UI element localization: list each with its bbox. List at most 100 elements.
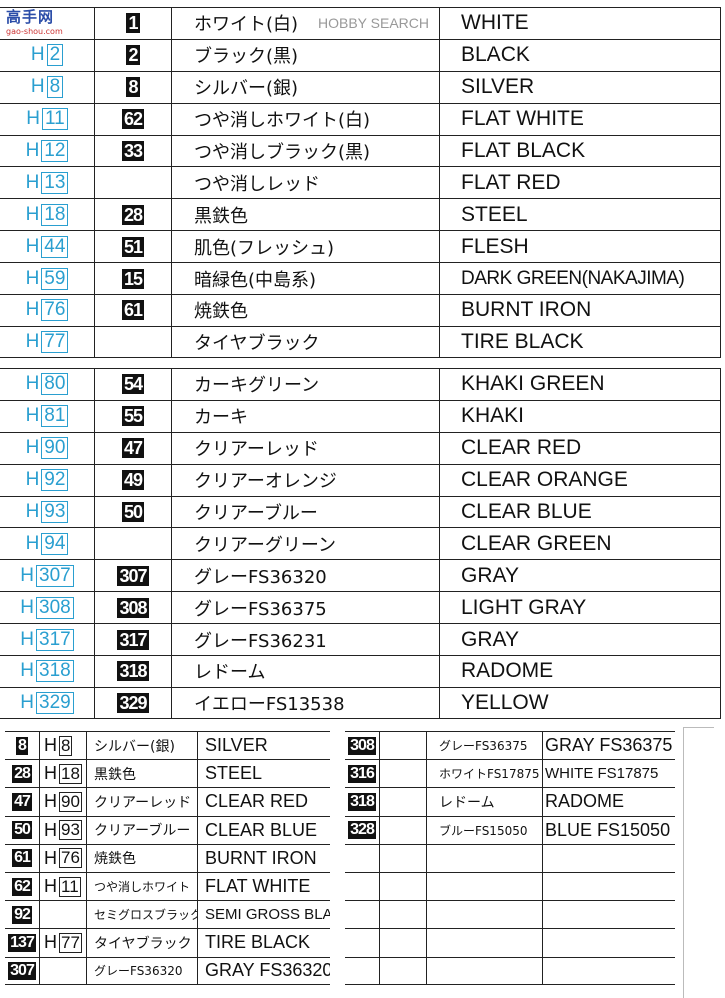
mr-color-code: 51 [95,231,172,263]
mr-color-code [95,167,172,199]
japanese-name: つや消しブラック(黒) [172,135,440,167]
hobby-code-number: 18 [41,203,69,226]
table-row: H 76 61 焼鉄色 BURNT IRON [0,294,720,326]
english-name: RADOME [545,791,625,812]
table-row: 307 グレーFS36320 GRAY FS36320 [5,956,330,985]
japanese-name [432,901,543,929]
hobby-code-number: 11 [59,876,81,897]
japanese-name [432,957,543,984]
h-prefix: H [44,735,57,756]
japanese-name: グレーFS36320 [172,560,440,592]
h-prefix: H [25,140,40,161]
mr-code-badge: 61 [12,849,32,868]
hobby-code-number: 13 [41,171,69,194]
bottom-left-table: 8 H 8 シルバー(銀) SILVER 28 H 18 黒鉄色 STEEL 47 H 90 クリアーレッ… [5,731,330,985]
table-row: H 11 62 つや消しホワイト(白) FLAT WHITE [0,102,720,135]
japanese-name: ブルーFS15050 [432,816,543,844]
japanese-name: カーキ [172,400,440,432]
h-prefix: H [44,791,57,812]
japanese-name: 黒鉄色 [87,760,198,788]
table-row: H 77 タイヤブラック TIRE BLACK [0,325,720,358]
hobby-code-number: 317 [36,628,74,651]
hobby-color-code: H 90 [0,432,95,464]
table-row: H 59 15 暗緑色(中島系) DARK GREEN(NAKAJIMA) [0,262,720,295]
h-prefix: H [25,405,40,427]
hobby-color-code: H 318 [0,656,95,687]
table-row: H 8 8 シルバー(銀) SILVER [0,70,720,103]
table-row: H 308 308 グレーFS36375 LIGHT GRAY [0,591,720,624]
table-row: H 12 33 つや消しブラック(黒) FLAT BLACK [0,134,720,167]
hobby-code-number: 80 [41,373,69,396]
japanese-name: 肌色(フレッシュ) [172,231,440,263]
japanese-name: 暗緑色(中島系) [172,263,440,295]
mr-color-code [345,957,380,984]
mr-code-badge: 55 [121,406,145,427]
bottom-right-table: 308 グレーFS36375 GRAY FS36375 316 ホワイトFS17875 W… [345,731,675,985]
hobby-code-number: 12 [41,140,69,162]
japanese-name: つや消しホワイト [87,872,198,901]
mr-code-badge: 328 [348,821,376,840]
japanese-name: クリアーオレンジ [172,464,440,496]
table-row: H 80 54 カーキグリーン KHAKI GREEN [0,368,720,400]
japanese-name: シルバー(銀) [172,71,440,103]
english-name: GRAY FS36375 [545,735,673,756]
mr-code-badge: 33 [121,141,145,161]
table-row [345,871,675,901]
mr-color-code: 329 [95,687,172,718]
english-name: CLEAR GREEN [461,531,612,555]
japanese-name: レドーム [432,788,543,816]
hobby-color-code: H 90 [40,788,87,816]
japanese-name: クリアーレッド [172,432,440,464]
japanese-name: グレーFS36320 [87,957,198,984]
hobby-code-number: 90 [41,437,69,460]
japanese-name: つや消しレッド [172,167,440,199]
hobby-code-number: 318 [36,660,74,683]
mr-color-code [345,872,380,901]
mr-code-badge: 318 [348,792,376,811]
mr-code-badge: 316 [348,764,376,783]
english-name: GRAY [461,563,519,587]
table-row: H 307 307 グレーFS36320 GRAY [0,559,720,592]
mr-color-code: 50 [95,496,172,528]
h-prefix: H [25,501,40,522]
hobby-code-number: 8 [59,735,73,756]
hobby-color-code [0,8,95,39]
mr-color-code: 92 [5,901,40,929]
english-name: STEEL [205,763,263,784]
english-name: KHAKI GREEN [461,372,605,396]
japanese-name: カーキグリーン [172,369,440,400]
english-name: TIRE BLACK [205,932,311,953]
hobby-color-code: H 11 [0,103,95,135]
english-name [538,845,675,872]
mr-code-badge: 50 [12,821,32,840]
english-name: CLEAR RED [205,791,309,812]
hobby-color-code: H 18 [40,760,87,788]
table-row: H 18 28 黒鉄色 STEEL [0,198,720,231]
hobby-code-number: 76 [59,848,82,869]
english-name: FLAT WHITE [461,107,584,131]
mr-color-code: 62 [95,103,172,135]
japanese-name: クリアーグリーン [172,528,440,560]
japanese-name: イエローFS13538 [172,687,440,718]
table-row [345,956,675,985]
mr-code-badge: 28 [121,204,145,225]
watermark-url: gao-shou.com [6,27,63,36]
japanese-name [432,929,543,957]
table-row: H 318 318 レドーム RADOME [0,655,720,687]
hobby-color-code: H 12 [0,135,95,167]
hobby-color-code: H 77 [0,326,95,357]
hobby-color-code [380,929,427,957]
table-row: 92 セミグロスブラック SEMI GROSS BLACK [5,900,330,929]
english-name: SILVER [205,735,268,756]
h-prefix: H [25,267,40,289]
mr-color-code: 1 [95,8,172,39]
mr-code-badge: 308 [348,736,376,755]
hobby-code-number: 329 [36,691,74,714]
mr-code-badge: 62 [121,109,145,130]
mr-color-code: 33 [95,135,172,167]
english-name: WHITE [461,11,529,35]
mr-color-code: 318 [95,656,172,687]
english-name: FLAT WHITE [205,876,311,897]
h-prefix: H [44,932,57,953]
